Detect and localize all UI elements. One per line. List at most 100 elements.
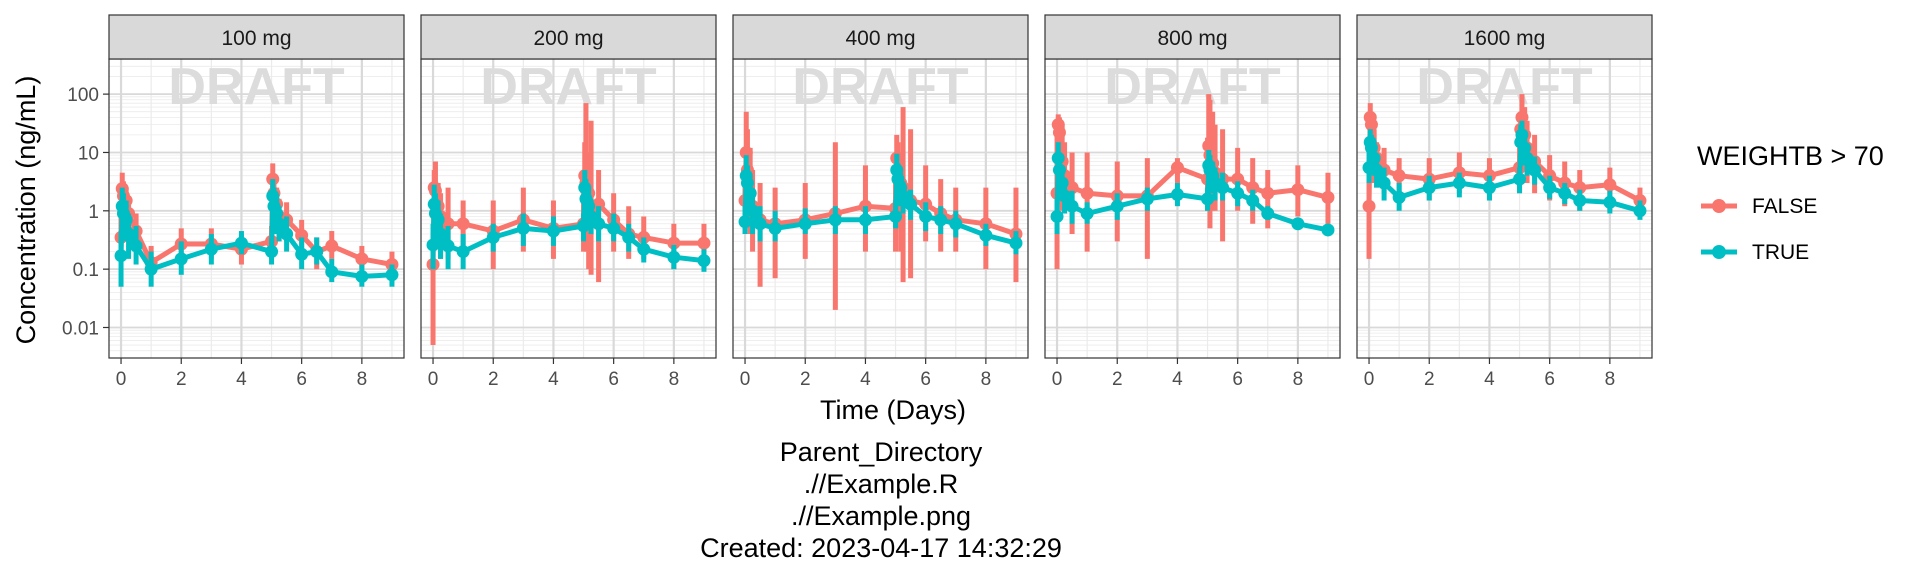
facet-label: 400 mg bbox=[845, 27, 915, 50]
panel-background bbox=[421, 59, 716, 358]
data-point bbox=[119, 213, 133, 227]
data-point bbox=[592, 217, 606, 231]
data-point bbox=[426, 238, 440, 252]
watermark: DRAFT bbox=[792, 58, 968, 116]
panel-background bbox=[109, 59, 404, 358]
data-point bbox=[1558, 186, 1572, 200]
data-point bbox=[434, 227, 448, 241]
x-tick-label: 8 bbox=[981, 369, 992, 390]
facet-strip bbox=[732, 14, 1029, 60]
data-point bbox=[746, 204, 760, 218]
panel-background bbox=[1357, 59, 1652, 358]
data-point bbox=[144, 262, 158, 276]
data-point bbox=[1603, 178, 1617, 192]
data-point bbox=[1452, 176, 1466, 190]
x-tick-label: 8 bbox=[357, 369, 368, 390]
data-point bbox=[325, 265, 339, 279]
caption-created: Created: 2023-04-17 14:32:29 bbox=[700, 533, 1062, 563]
data-point bbox=[295, 228, 309, 242]
x-tick-label: 4 bbox=[1484, 369, 1495, 390]
facet-strip bbox=[1044, 14, 1341, 60]
facet-label: 800 mg bbox=[1157, 27, 1227, 50]
data-point bbox=[1009, 236, 1023, 250]
x-tick-label: 0 bbox=[1364, 369, 1375, 390]
data-point bbox=[1482, 181, 1496, 195]
legend-label: FALSE bbox=[1752, 195, 1817, 218]
data-point bbox=[1518, 141, 1532, 155]
data-point bbox=[667, 250, 681, 264]
y-tick-label: 10 bbox=[78, 143, 99, 164]
data-point bbox=[385, 268, 399, 282]
data-point bbox=[265, 245, 279, 259]
data-point bbox=[858, 213, 872, 227]
data-point bbox=[1170, 161, 1184, 175]
data-point bbox=[949, 217, 963, 231]
legend-title: WEIGHTB > 70 bbox=[1697, 141, 1884, 171]
data-point bbox=[896, 189, 910, 203]
data-point bbox=[1080, 206, 1094, 220]
data-point bbox=[295, 247, 309, 261]
data-point bbox=[577, 219, 591, 233]
data-point bbox=[325, 239, 339, 253]
data-point bbox=[607, 221, 621, 235]
x-tick-label: 2 bbox=[800, 369, 811, 390]
data-point bbox=[738, 215, 752, 229]
data-point bbox=[122, 227, 136, 241]
x-tick-label: 0 bbox=[1052, 369, 1063, 390]
data-point bbox=[1573, 181, 1587, 195]
data-point bbox=[1377, 176, 1391, 190]
data-point bbox=[1528, 163, 1542, 177]
watermark: DRAFT bbox=[1104, 58, 1280, 116]
legend-label: TRUE bbox=[1752, 241, 1809, 264]
caption-script: .//Example.R bbox=[803, 469, 959, 499]
data-point bbox=[1520, 151, 1534, 165]
data-point bbox=[1246, 181, 1260, 195]
x-tick-label: 8 bbox=[1293, 369, 1304, 390]
x-tick-label: 0 bbox=[428, 369, 439, 390]
x-tick-label: 8 bbox=[1605, 369, 1616, 390]
data-point bbox=[1573, 194, 1587, 208]
x-tick-label: 4 bbox=[548, 369, 559, 390]
data-point bbox=[697, 236, 711, 250]
data-point bbox=[486, 230, 500, 244]
data-point bbox=[1633, 204, 1647, 218]
data-point bbox=[1052, 163, 1066, 177]
data-point bbox=[1065, 181, 1079, 195]
facet-strip bbox=[108, 14, 405, 60]
data-point bbox=[934, 213, 948, 227]
y-tick-label: 1 bbox=[88, 202, 99, 223]
panel-background bbox=[1045, 59, 1340, 358]
data-point bbox=[1058, 189, 1072, 203]
legend-key-point bbox=[1712, 199, 1726, 213]
x-tick-label: 6 bbox=[296, 369, 307, 390]
data-point bbox=[516, 221, 530, 235]
data-point bbox=[456, 245, 470, 259]
data-point bbox=[798, 217, 812, 231]
x-tick-label: 0 bbox=[740, 369, 751, 390]
data-point bbox=[1370, 163, 1384, 177]
data-point bbox=[280, 227, 294, 241]
data-point bbox=[1052, 125, 1066, 139]
x-tick-label: 2 bbox=[1112, 369, 1123, 390]
data-point bbox=[1392, 190, 1406, 204]
data-point bbox=[204, 242, 218, 256]
data-point bbox=[904, 197, 918, 211]
data-point bbox=[1110, 199, 1124, 213]
x-tick-label: 4 bbox=[236, 369, 247, 390]
watermark: DRAFT bbox=[480, 58, 656, 116]
facet-strip bbox=[420, 14, 717, 60]
data-point bbox=[739, 145, 753, 159]
data-point bbox=[637, 242, 651, 256]
x-tick-label: 4 bbox=[1172, 369, 1183, 390]
data-point bbox=[919, 209, 933, 223]
data-point bbox=[1261, 186, 1275, 200]
data-point bbox=[456, 217, 470, 231]
data-point bbox=[441, 239, 455, 253]
data-point bbox=[768, 221, 782, 235]
data-point bbox=[1543, 181, 1557, 195]
data-point bbox=[1367, 151, 1381, 165]
data-point bbox=[355, 252, 369, 266]
legend-key-point bbox=[1712, 245, 1726, 259]
data-point bbox=[828, 213, 842, 227]
